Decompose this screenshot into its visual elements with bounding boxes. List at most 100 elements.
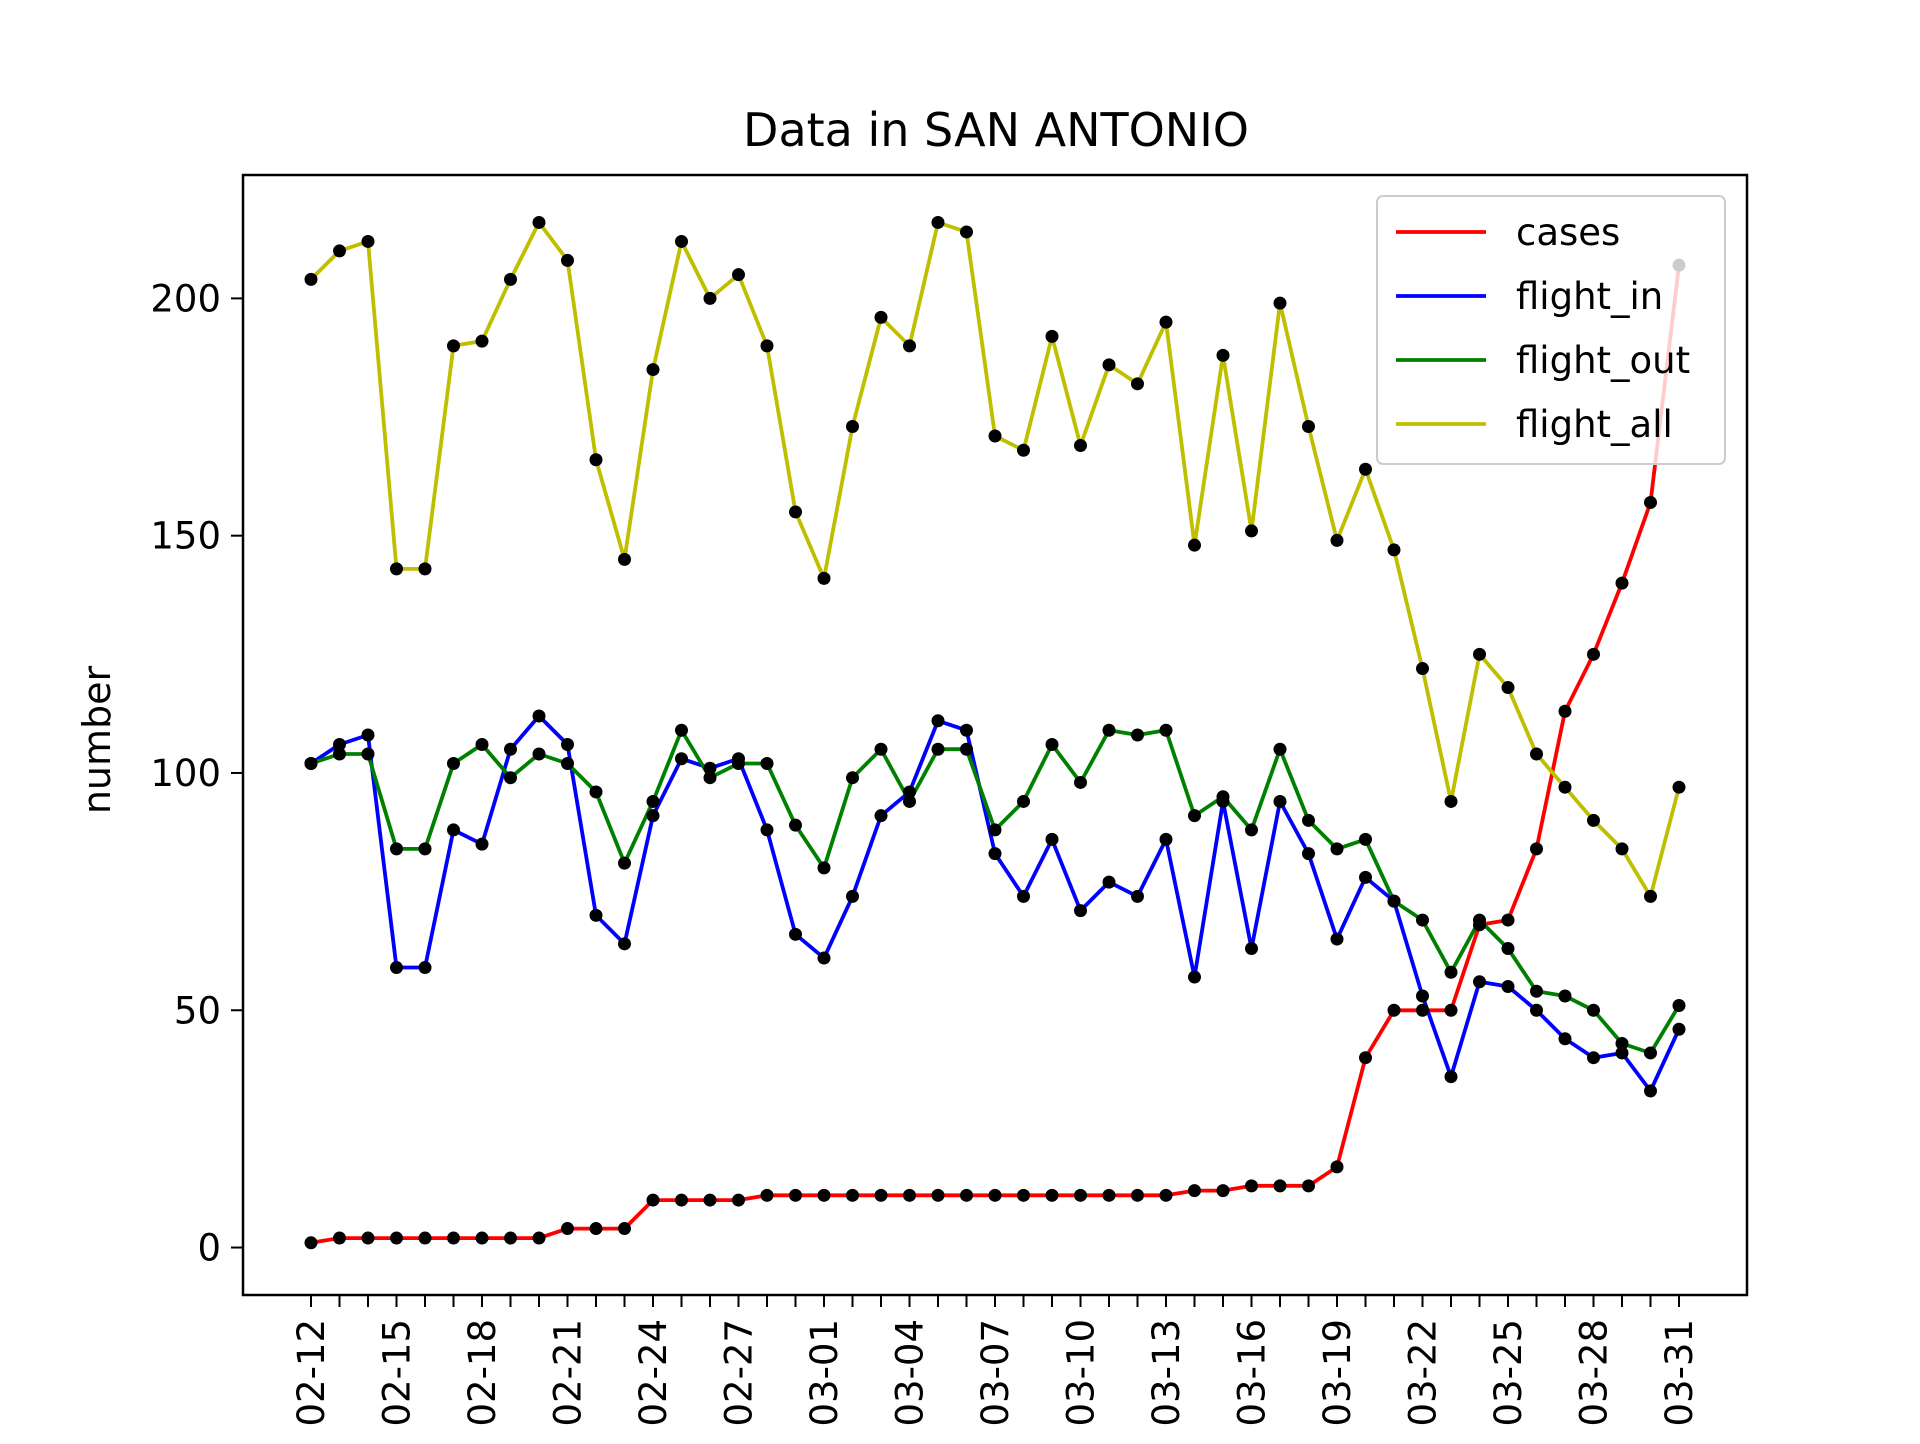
- legend-box: [1376, 195, 1726, 465]
- x-tick-label: 02-24: [632, 1319, 675, 1427]
- data-point-cases: [703, 1193, 717, 1207]
- data-point-flight_all: [1416, 662, 1429, 676]
- data-point-flight_out: [675, 723, 688, 737]
- data-point-cases: [1558, 704, 1572, 718]
- data-point-flight_all: [988, 429, 1002, 443]
- data-point-flight_out: [1416, 913, 1429, 927]
- data-point-cases: [1416, 1003, 1429, 1017]
- data-point-flight_in: [1131, 889, 1144, 903]
- data-point-flight_in: [1444, 1070, 1458, 1084]
- data-point-cases: [1216, 1184, 1230, 1198]
- data-point-flight_in: [1416, 989, 1429, 1003]
- data-point-flight_in: [874, 809, 888, 823]
- legend-label-cases: cases: [1516, 211, 1620, 254]
- x-tick-label: 03-13: [1145, 1319, 1188, 1427]
- data-point-flight_out: [447, 756, 460, 770]
- axis-layer: 0 50 100 150 200 02-12 02-15 02-18 02-21 02-24 02-…: [150, 277, 1701, 1426]
- data-point-flight_all: [333, 244, 346, 258]
- data-point-flight_out: [846, 771, 859, 785]
- data-point-cases: [675, 1193, 688, 1207]
- data-point-flight_in: [504, 742, 517, 756]
- data-point-flight_out: [646, 794, 660, 808]
- data-point-flight_in: [1302, 847, 1315, 861]
- data-point-cases: [1644, 495, 1657, 509]
- y-tick-label: 200: [150, 277, 221, 320]
- data-point-cases: [1330, 1160, 1344, 1174]
- data-point-flight_all: [1501, 681, 1515, 695]
- data-point-flight_all: [931, 215, 945, 229]
- data-point-flight_all: [1017, 443, 1030, 457]
- data-point-flight_out: [760, 756, 774, 770]
- data-point-flight_all: [1444, 794, 1458, 808]
- x-tick-label: 02-12: [290, 1319, 333, 1427]
- data-point-flight_in: [561, 737, 574, 751]
- data-point-flight_in: [675, 752, 688, 766]
- data-point-flight_in: [846, 889, 859, 903]
- data-point-flight_out: [618, 856, 631, 870]
- data-point-flight_all: [675, 234, 688, 248]
- data-point-flight_out: [504, 771, 517, 785]
- data-point-flight_in: [1359, 870, 1372, 884]
- data-point-cases: [903, 1188, 916, 1202]
- data-point-flight_all: [646, 363, 660, 377]
- data-point-flight_out: [903, 794, 916, 808]
- data-point-flight_out: [532, 747, 546, 761]
- data-point-flight_out: [390, 842, 403, 856]
- data-point-flight_in: [589, 908, 603, 922]
- data-point-flight_all: [732, 268, 745, 282]
- x-tick-label: 03-04: [889, 1319, 932, 1427]
- data-point-flight_all: [1216, 348, 1230, 362]
- data-point-flight_in: [1017, 889, 1030, 903]
- data-point-flight_out: [361, 747, 375, 761]
- legend-label-flight_all: flight_all: [1516, 403, 1673, 446]
- y-tick-label: 100: [150, 752, 221, 795]
- data-point-flight_all: [1188, 538, 1201, 552]
- data-point-flight_all: [504, 272, 517, 286]
- data-point-cases: [418, 1231, 432, 1245]
- data-point-flight_in: [1074, 904, 1087, 918]
- data-point-flight_all: [1387, 543, 1401, 557]
- x-tick-label: 03-28: [1573, 1319, 1616, 1427]
- x-tick-label: 03-25: [1487, 1319, 1530, 1427]
- data-point-flight_in: [1672, 1022, 1686, 1036]
- data-point-flight_in: [475, 837, 489, 851]
- data-point-flight_out: [817, 861, 831, 875]
- data-point-flight_all: [1102, 358, 1116, 372]
- data-point-flight_out: [1159, 723, 1173, 737]
- data-point-flight_all: [760, 339, 774, 353]
- data-point-flight_in: [418, 961, 432, 975]
- data-point-flight_out: [1387, 894, 1401, 908]
- data-point-flight_out: [1302, 813, 1315, 827]
- data-point-cases: [1387, 1003, 1401, 1017]
- data-point-flight_all: [532, 215, 546, 229]
- data-point-flight_in: [1587, 1051, 1600, 1065]
- data-point-flight_out: [475, 737, 489, 751]
- data-point-flight_in: [646, 809, 660, 823]
- data-point-flight_all: [1644, 889, 1657, 903]
- data-point-flight_in: [1501, 980, 1515, 994]
- data-point-flight_out: [1444, 965, 1458, 979]
- data-point-cases: [1188, 1184, 1201, 1198]
- data-point-flight_all: [874, 310, 888, 324]
- data-point-cases: [304, 1236, 318, 1250]
- data-point-cases: [1159, 1188, 1173, 1202]
- data-point-cases: [1131, 1188, 1144, 1202]
- data-point-flight_out: [1530, 984, 1543, 998]
- data-point-cases: [646, 1193, 660, 1207]
- data-point-flight_out: [1473, 913, 1486, 927]
- data-point-flight_in: [333, 737, 346, 751]
- data-point-flight_out: [1131, 728, 1144, 742]
- data-point-flight_in: [1615, 1046, 1629, 1060]
- data-point-flight_in: [1245, 942, 1258, 956]
- y-tick-label: 150: [150, 515, 221, 558]
- data-point-flight_all: [1558, 780, 1572, 794]
- data-point-flight_out: [1330, 842, 1344, 856]
- data-point-flight_out: [1558, 989, 1572, 1003]
- data-point-cases: [789, 1188, 802, 1202]
- data-point-flight_in: [703, 761, 717, 775]
- data-point-flight_out: [561, 756, 574, 770]
- legend: cases flight_in flight_out flight_all: [1376, 195, 1726, 465]
- data-point-flight_out: [1102, 723, 1116, 737]
- data-point-flight_out: [1615, 1036, 1629, 1050]
- data-point-flight_in: [960, 723, 973, 737]
